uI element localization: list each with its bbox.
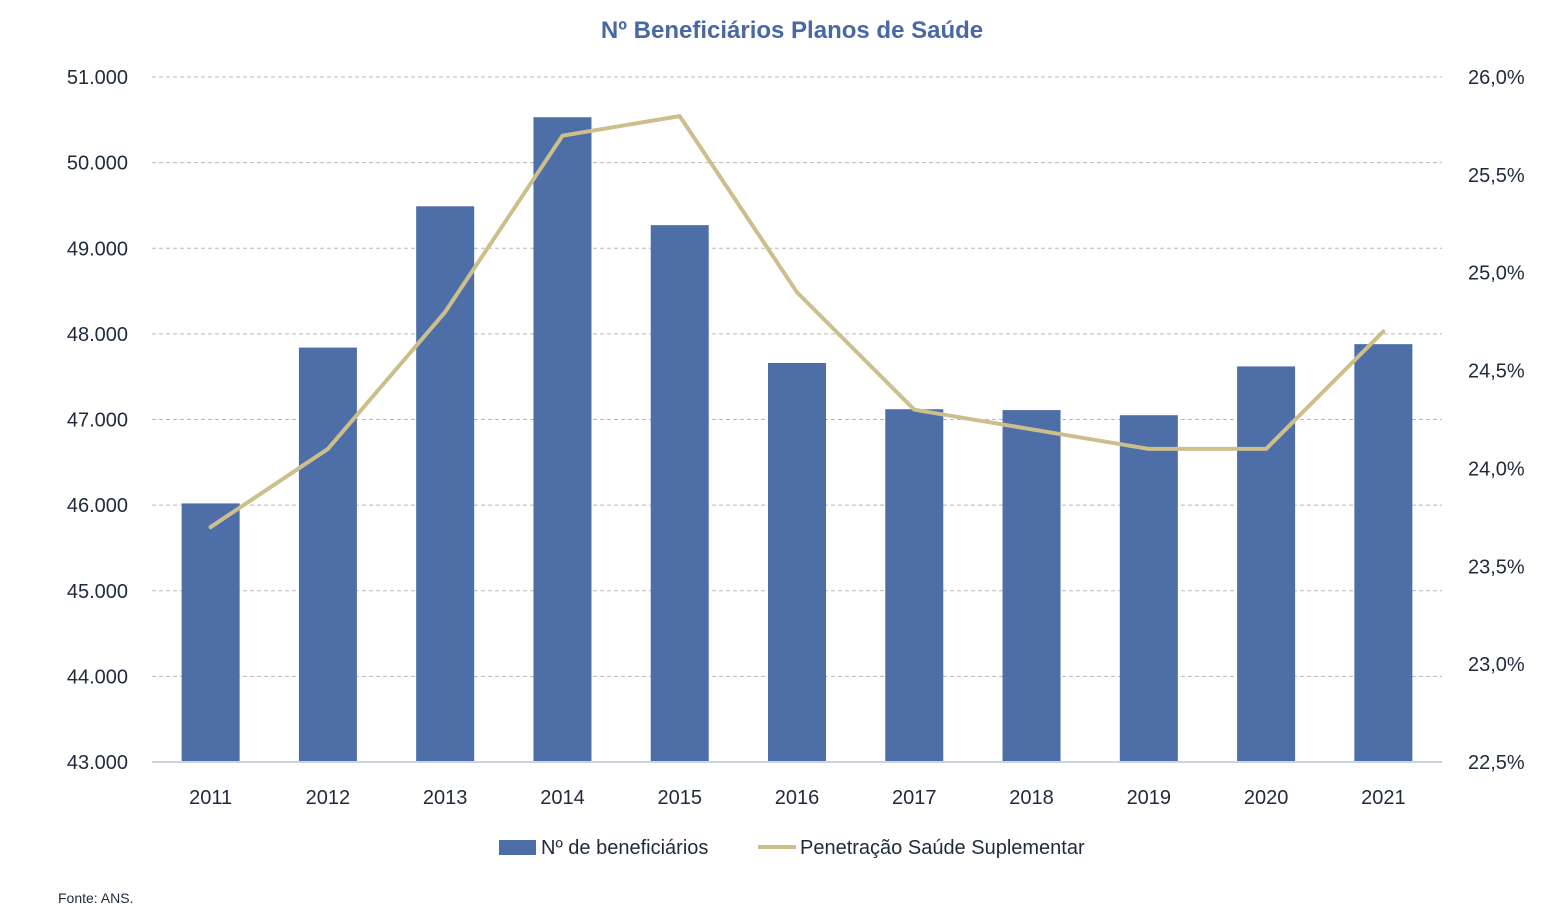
bar-2021 <box>1354 344 1413 762</box>
left-tick-label: 48.000 <box>67 324 128 346</box>
source-note: Fonte: ANS. <box>58 890 133 906</box>
bar-2019 <box>1119 415 1178 762</box>
bar-2011 <box>181 503 240 762</box>
x-tick-label: 2012 <box>306 787 351 809</box>
right-tick-label: 24,0% <box>1468 458 1525 480</box>
left-tick-label: 49.000 <box>67 238 128 260</box>
right-tick-label: 25,0% <box>1468 263 1525 285</box>
x-tick-label: 2017 <box>892 787 937 809</box>
bar-2017 <box>885 409 944 762</box>
left-tick-label: 44.000 <box>67 666 128 688</box>
bar-2018 <box>1002 410 1061 762</box>
legend-line-label: Penetração Saúde Suplementar <box>800 837 1085 859</box>
left-tick-label: 46.000 <box>67 495 128 517</box>
left-tick-label: 45.000 <box>67 581 128 603</box>
x-tick-label: 2013 <box>423 787 468 809</box>
right-tick-label: 24,5% <box>1468 361 1525 383</box>
right-tick-label: 25,5% <box>1468 165 1525 187</box>
chart-title: Nº Beneficiários Planos de Saúde <box>601 17 983 44</box>
x-tick-label: 2018 <box>1009 787 1054 809</box>
legend-bar-swatch <box>499 840 536 855</box>
bar-2016 <box>768 362 826 762</box>
x-tick-label: 2014 <box>540 787 585 809</box>
right-axis-ticks: 22,5% 23,0% 23,5% 24,0% 24,5% 25,0% 25,5% 26,0% <box>1468 67 1525 774</box>
line-series <box>208 114 1386 530</box>
legend: Nº de beneficiários Penetração Saúde Sup… <box>499 837 1085 859</box>
x-tick-label: 2011 <box>189 787 232 809</box>
left-tick-label: 51.000 <box>67 67 128 89</box>
right-tick-label: 23,0% <box>1468 654 1525 676</box>
x-axis-ticks: 2011 2012 2013 2014 2015 2016 2017 2018 2019 2020… <box>189 787 1405 809</box>
bar-2015 <box>650 225 709 763</box>
x-tick-label: 2020 <box>1244 787 1289 809</box>
left-tick-label: 47.000 <box>67 410 128 432</box>
x-tick-label: 2016 <box>775 787 820 809</box>
left-axis-ticks: 43.000 44.000 45.000 46.000 47.000 48.000 49.0… <box>67 67 128 774</box>
bar-2014 <box>533 117 592 762</box>
bar-2012 <box>298 347 357 762</box>
x-tick-label: 2021 <box>1361 787 1406 809</box>
x-tick-label: 2015 <box>657 787 702 809</box>
left-tick-label: 50.000 <box>67 153 128 175</box>
right-tick-label: 22,5% <box>1468 752 1525 774</box>
legend-bar-label: Nº de beneficiários <box>541 837 708 859</box>
bar-series <box>181 117 1413 763</box>
bar-2013 <box>416 206 475 762</box>
left-tick-label: 43.000 <box>67 752 128 774</box>
right-tick-label: 26,0% <box>1468 67 1525 89</box>
x-tick-label: 2019 <box>1127 787 1172 809</box>
right-tick-label: 23,5% <box>1468 556 1525 578</box>
